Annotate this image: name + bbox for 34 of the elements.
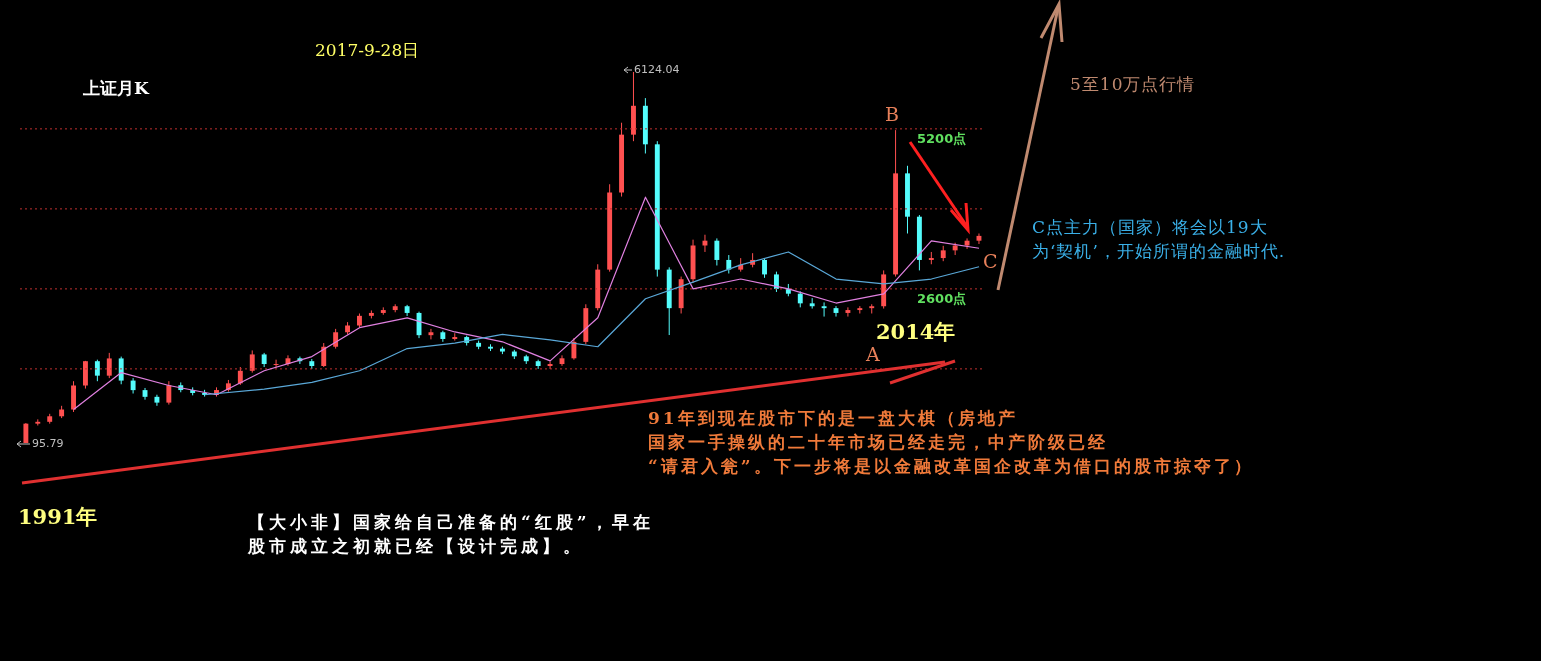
annotation: C [983,250,998,272]
annotation: 6124.04 [634,63,680,77]
candlestick [154,394,160,407]
annotation: 95.79 [32,437,64,451]
text: 5至10万点行情 [1070,73,1196,95]
ref-line-label: 2600点 [917,290,967,306]
candlestick [762,257,767,279]
candlestick [571,337,577,361]
annotation: B [885,103,899,125]
candlestick [118,356,124,385]
candlestick [94,359,100,382]
candlestick [726,254,732,274]
candlestick [821,301,827,318]
candlestick [547,361,553,370]
candlestick [71,380,76,413]
ref-line-label: 5200点 [917,130,967,146]
candlestick [845,306,851,318]
annotation: A [866,343,880,365]
text: 1991年 [18,504,98,529]
text: C点主力（国家）将会以19大为‘契机’，开始所谓的金融时代. [1032,216,1286,263]
candlestick [130,377,136,395]
chart-title: 上证月K [83,77,149,100]
candlestick [166,380,172,406]
candlestick [321,342,327,368]
annotation: 91年到现在股市下的是一盘大棋（房地产国家一手操纵的二十年市场已经走完，中产阶级已经“请君入瓮”。下一步将是以金融改革国企改革为借口的股市掠夺了） [648,407,1254,478]
candlestick [106,352,112,379]
text: 【大小非】国家给自己准备的“红股”，早在股市成立之初就已经【设计完成】。 [248,511,654,558]
annotation: 2014年 [876,319,956,344]
candlestick [952,242,958,256]
candlestick [714,237,720,266]
candlestick [273,359,279,369]
candlestick [249,349,255,374]
chart-subtitle: 2017-9-28日 [315,39,420,62]
candlestick [428,328,434,340]
